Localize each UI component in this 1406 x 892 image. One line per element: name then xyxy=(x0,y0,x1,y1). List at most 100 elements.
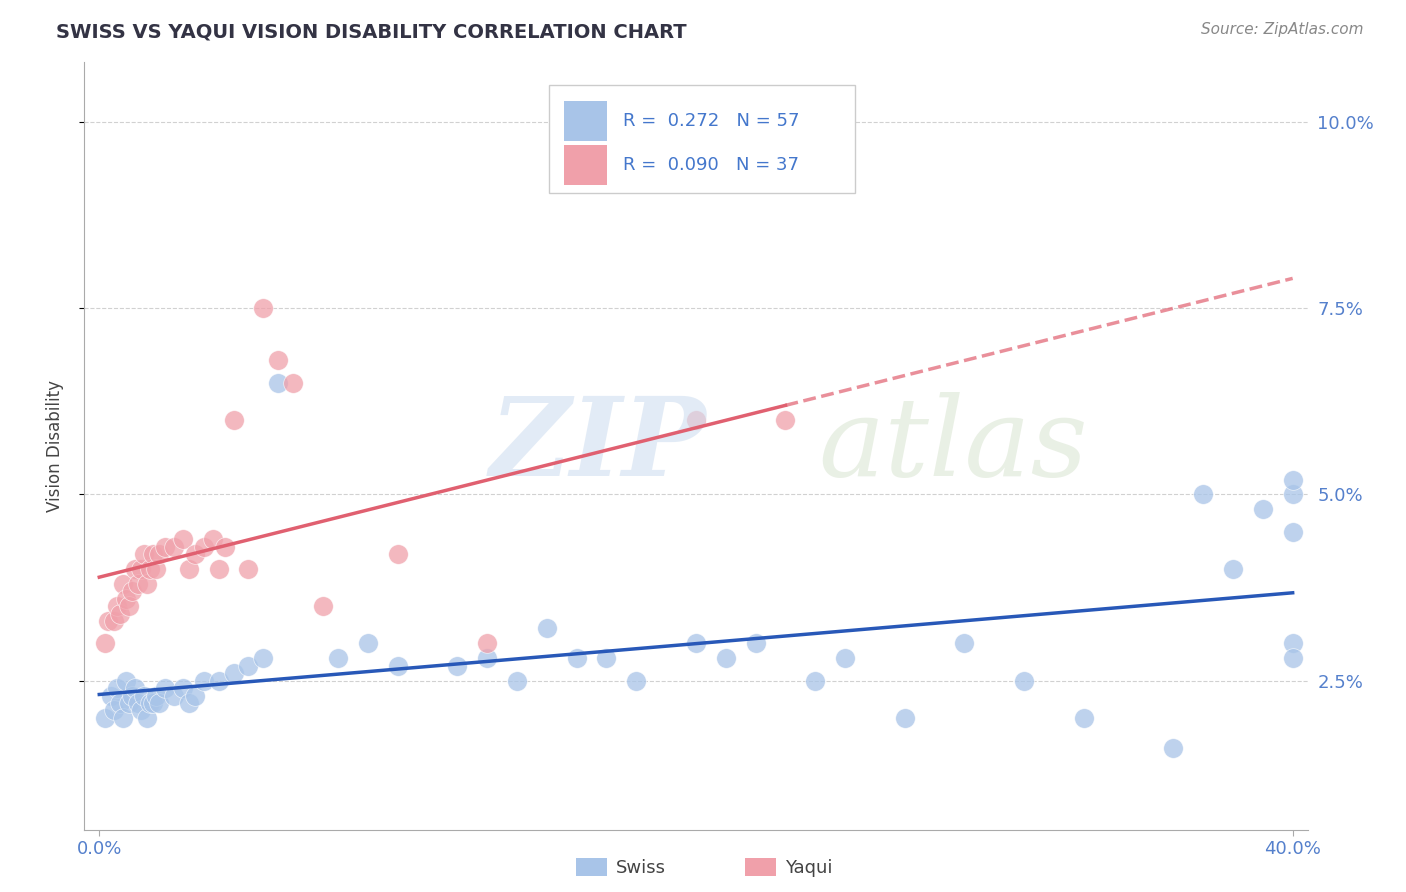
Text: Swiss: Swiss xyxy=(616,859,666,877)
Point xyxy=(112,576,135,591)
Point xyxy=(744,636,766,650)
Point xyxy=(105,681,128,695)
Point xyxy=(894,711,917,725)
Point xyxy=(129,562,152,576)
Point xyxy=(238,562,260,576)
Point xyxy=(1192,487,1215,501)
Point xyxy=(148,696,170,710)
Point xyxy=(222,413,245,427)
Point xyxy=(112,711,135,725)
Point xyxy=(222,666,245,681)
Point xyxy=(132,689,155,703)
Point xyxy=(207,673,229,688)
Point xyxy=(475,651,498,665)
Point xyxy=(1222,562,1244,576)
Point xyxy=(714,651,737,665)
Point xyxy=(97,614,120,628)
Text: SWISS VS YAQUI VISION DISABILITY CORRELATION CHART: SWISS VS YAQUI VISION DISABILITY CORRELA… xyxy=(56,22,688,41)
Point xyxy=(94,711,117,725)
Point xyxy=(139,696,162,710)
Point xyxy=(132,547,155,561)
Point xyxy=(129,703,152,717)
Point xyxy=(193,673,215,688)
Point xyxy=(108,696,131,710)
Point xyxy=(283,376,305,390)
Point xyxy=(626,673,648,688)
Point xyxy=(163,540,186,554)
Point xyxy=(252,301,274,316)
Point xyxy=(124,681,146,695)
Point xyxy=(775,413,797,427)
Point xyxy=(115,591,138,606)
Point xyxy=(142,696,165,710)
Point xyxy=(685,636,707,650)
Point xyxy=(595,651,617,665)
Point xyxy=(124,562,146,576)
FancyBboxPatch shape xyxy=(564,145,606,186)
Point xyxy=(153,540,176,554)
Point xyxy=(238,658,260,673)
Point xyxy=(118,696,141,710)
Text: Yaqui: Yaqui xyxy=(785,859,832,877)
Point xyxy=(214,540,236,554)
Point xyxy=(312,599,335,614)
Point xyxy=(387,658,409,673)
Point xyxy=(100,689,122,703)
Point xyxy=(136,576,159,591)
Point xyxy=(121,689,143,703)
Point xyxy=(1281,487,1303,501)
Point xyxy=(267,353,290,368)
Point xyxy=(121,584,143,599)
Text: Source: ZipAtlas.com: Source: ZipAtlas.com xyxy=(1201,22,1364,37)
Point xyxy=(953,636,976,650)
Text: R =  0.090   N = 37: R = 0.090 N = 37 xyxy=(623,156,799,174)
Point xyxy=(145,689,167,703)
Point xyxy=(506,673,529,688)
Point xyxy=(139,562,162,576)
Point xyxy=(446,658,468,673)
Point xyxy=(1012,673,1035,688)
Point xyxy=(1281,524,1303,539)
Point xyxy=(357,636,380,650)
Point xyxy=(136,711,159,725)
Point xyxy=(1281,636,1303,650)
Point xyxy=(177,562,200,576)
Point xyxy=(105,599,128,614)
FancyBboxPatch shape xyxy=(550,86,855,193)
Point xyxy=(127,696,149,710)
Point xyxy=(565,651,588,665)
Text: ZIP: ZIP xyxy=(489,392,706,500)
Text: atlas: atlas xyxy=(818,392,1088,500)
Point xyxy=(145,562,167,576)
Y-axis label: Vision Disability: Vision Disability xyxy=(45,380,63,512)
Point xyxy=(201,532,224,546)
Point xyxy=(193,540,215,554)
Point xyxy=(148,547,170,561)
Point xyxy=(94,636,117,650)
Point xyxy=(834,651,856,665)
Point xyxy=(142,547,165,561)
Point xyxy=(1281,651,1303,665)
Point xyxy=(108,607,131,621)
Point xyxy=(387,547,409,561)
Point xyxy=(118,599,141,614)
Point xyxy=(184,689,207,703)
Point xyxy=(207,562,229,576)
Point xyxy=(1251,502,1274,516)
Point xyxy=(127,576,149,591)
Point xyxy=(103,703,125,717)
Point xyxy=(804,673,827,688)
Point xyxy=(163,689,186,703)
Point xyxy=(326,651,349,665)
Point xyxy=(172,532,194,546)
Point xyxy=(177,696,200,710)
Point xyxy=(115,673,138,688)
Point xyxy=(184,547,207,561)
Text: R =  0.272   N = 57: R = 0.272 N = 57 xyxy=(623,112,799,129)
Point xyxy=(103,614,125,628)
Point xyxy=(153,681,176,695)
Point xyxy=(267,376,290,390)
Point xyxy=(475,636,498,650)
Point xyxy=(685,413,707,427)
Point xyxy=(172,681,194,695)
